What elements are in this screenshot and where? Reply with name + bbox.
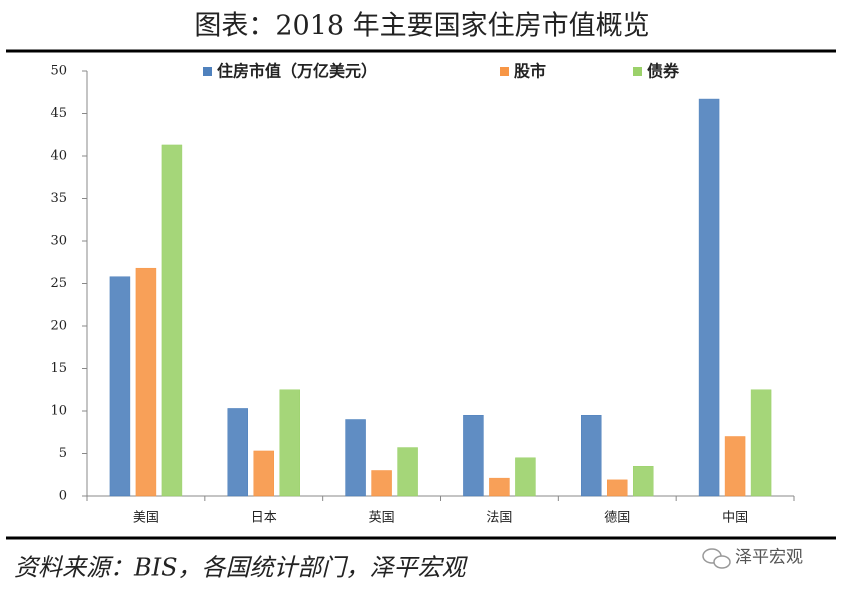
legend-swatch: [500, 67, 509, 76]
watermark-icon: [702, 548, 731, 569]
y-tick-label: 10: [50, 404, 67, 419]
y-tick-label: 50: [50, 64, 67, 79]
legend-label: 股市: [514, 62, 546, 81]
watermark: 泽平宏观: [735, 548, 803, 568]
y-tick-label: 30: [50, 234, 67, 249]
bar: [515, 457, 536, 497]
bar: [581, 415, 602, 497]
x-tick-label: 日本: [251, 511, 277, 526]
bar: [633, 466, 654, 497]
source-note: 资料来源：BIS，各国统计部门，泽平宏观: [14, 554, 469, 582]
bar: [227, 408, 248, 497]
bar: [724, 436, 746, 497]
bar: [489, 477, 510, 497]
x-tick-label: 英国: [369, 511, 395, 526]
legend-label: 住房市值（万亿美元）: [217, 62, 377, 81]
bar: [135, 267, 157, 497]
bar: [371, 470, 392, 497]
bar: [397, 447, 418, 497]
y-tick-label: 40: [50, 149, 67, 164]
y-tick-label: 45: [50, 106, 67, 121]
bar: [607, 479, 628, 497]
bar: [109, 276, 131, 497]
legend-swatch: [633, 67, 642, 76]
bar: [161, 144, 183, 497]
y-tick-label: 20: [50, 319, 67, 334]
y-tick-label: 35: [50, 191, 67, 206]
chart-title: 图表：2018 年主要国家住房市值概览: [194, 11, 649, 42]
y-tick-label: 25: [50, 276, 67, 291]
bar: [750, 389, 772, 497]
legend-label: 债券: [647, 62, 680, 81]
y-tick-label: 15: [50, 361, 67, 376]
bar: [698, 98, 720, 497]
bar: [253, 450, 274, 497]
x-tick-label: 法国: [486, 511, 512, 526]
bar: [463, 415, 484, 497]
x-tick-label: 德国: [604, 511, 630, 526]
bar: [279, 389, 300, 497]
bar: [345, 419, 366, 497]
y-tick-label: 0: [59, 489, 67, 504]
legend-swatch: [203, 67, 212, 76]
x-tick-label: 美国: [133, 511, 159, 526]
x-tick-label: 中国: [722, 511, 748, 526]
y-tick-label: 5: [59, 446, 67, 461]
